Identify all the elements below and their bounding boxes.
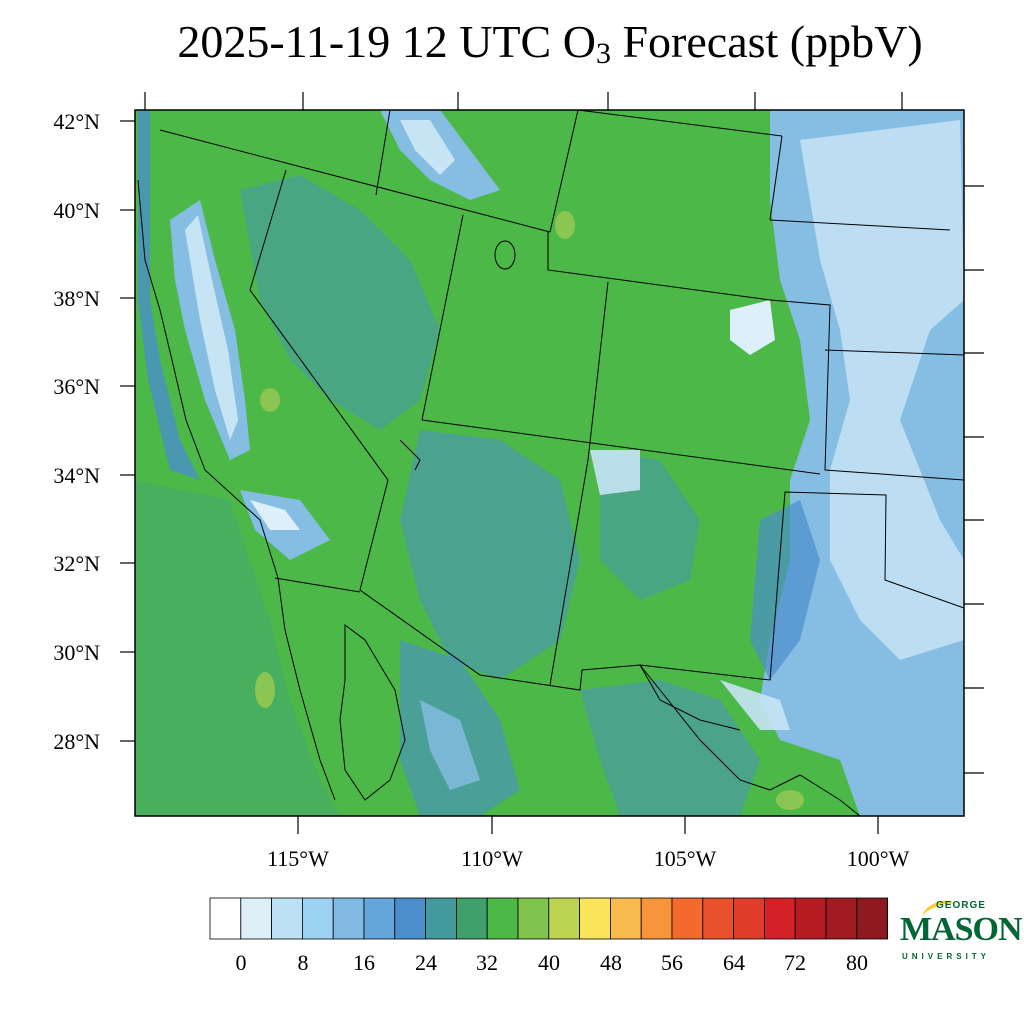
- colorbar-swatch: [363, 897, 396, 940]
- colorbar-swatch: [856, 897, 888, 940]
- colorbar-swatch: [517, 897, 550, 940]
- colorbar-label: 48: [600, 950, 622, 975]
- colorbar-label: 40: [538, 950, 560, 975]
- logo-university: UNIVERSITY: [902, 952, 991, 961]
- colorbar-label: 32: [476, 950, 498, 975]
- colorbar-label: 16: [353, 950, 375, 975]
- lon-label: 115°W: [267, 846, 329, 871]
- colorbar-swatch: [425, 897, 457, 940]
- colorbar-label: 24: [415, 950, 437, 975]
- colorbar-swatch: [671, 897, 704, 940]
- colorbar-swatch: [332, 897, 365, 940]
- lon-label: 100°W: [847, 846, 910, 871]
- colorbar-swatch: [764, 897, 796, 940]
- logo-george: GEORGE: [936, 900, 986, 911]
- colorbar-swatch: [640, 897, 673, 940]
- logo-mason: MASON: [900, 911, 1023, 948]
- longitude-labels: 115°W 110°W 105°W 100°W: [267, 846, 909, 871]
- colorbar-label: 72: [784, 950, 806, 975]
- colorbar-swatch: [702, 897, 734, 940]
- lat-label: 28°N: [53, 729, 100, 754]
- gmu-logo: GEORGE MASON UNIVERSITY: [898, 897, 1023, 970]
- colorbar-swatch: [394, 897, 426, 940]
- colorbar-labels: 0 8 16 24 32 40 48 56 64 72 80: [236, 950, 869, 975]
- lat-label: 34°N: [53, 463, 100, 488]
- map-boundaries: [137, 109, 965, 817]
- lon-label: 110°W: [461, 846, 523, 871]
- colorbar: [209, 897, 888, 940]
- colorbar-swatch: [825, 897, 858, 940]
- colorbar-swatch: [548, 897, 580, 940]
- lat-label: 38°N: [53, 286, 100, 311]
- colorbar-swatch: [486, 897, 519, 940]
- lat-label: 36°N: [53, 374, 100, 399]
- colorbar-swatch: [240, 897, 273, 940]
- lon-label: 105°W: [654, 846, 717, 871]
- map-frame: [134, 109, 965, 817]
- colorbar-swatch: [271, 897, 303, 940]
- colorbar-swatch: [301, 897, 334, 940]
- colorbar-label: 64: [723, 950, 745, 975]
- lat-label: 42°N: [53, 109, 100, 134]
- colorbar-label: 8: [298, 950, 309, 975]
- colorbar-swatch: [209, 897, 242, 940]
- colorbar-swatch: [733, 897, 765, 940]
- lat-label: 40°N: [53, 198, 100, 223]
- colorbar-label: 80: [846, 950, 868, 975]
- lat-label: 30°N: [53, 640, 100, 665]
- colorbar-swatch: [579, 897, 611, 940]
- ozone-field: [135, 110, 964, 816]
- colorbar-swatch: [610, 897, 642, 940]
- axis-ticks: [120, 92, 984, 834]
- colorbar-swatch: [455, 897, 488, 940]
- lat-label: 32°N: [53, 551, 100, 576]
- map-title: 2025-11-19 12 UTC O3 Forecast (ppbV): [177, 16, 923, 70]
- latitude-labels: 42°N 40°N 38°N 36°N 34°N 32°N 30°N 28°N: [53, 109, 100, 754]
- colorbar-label: 0: [236, 950, 247, 975]
- colorbar-swatch: [794, 897, 827, 940]
- colorbar-label: 56: [661, 950, 683, 975]
